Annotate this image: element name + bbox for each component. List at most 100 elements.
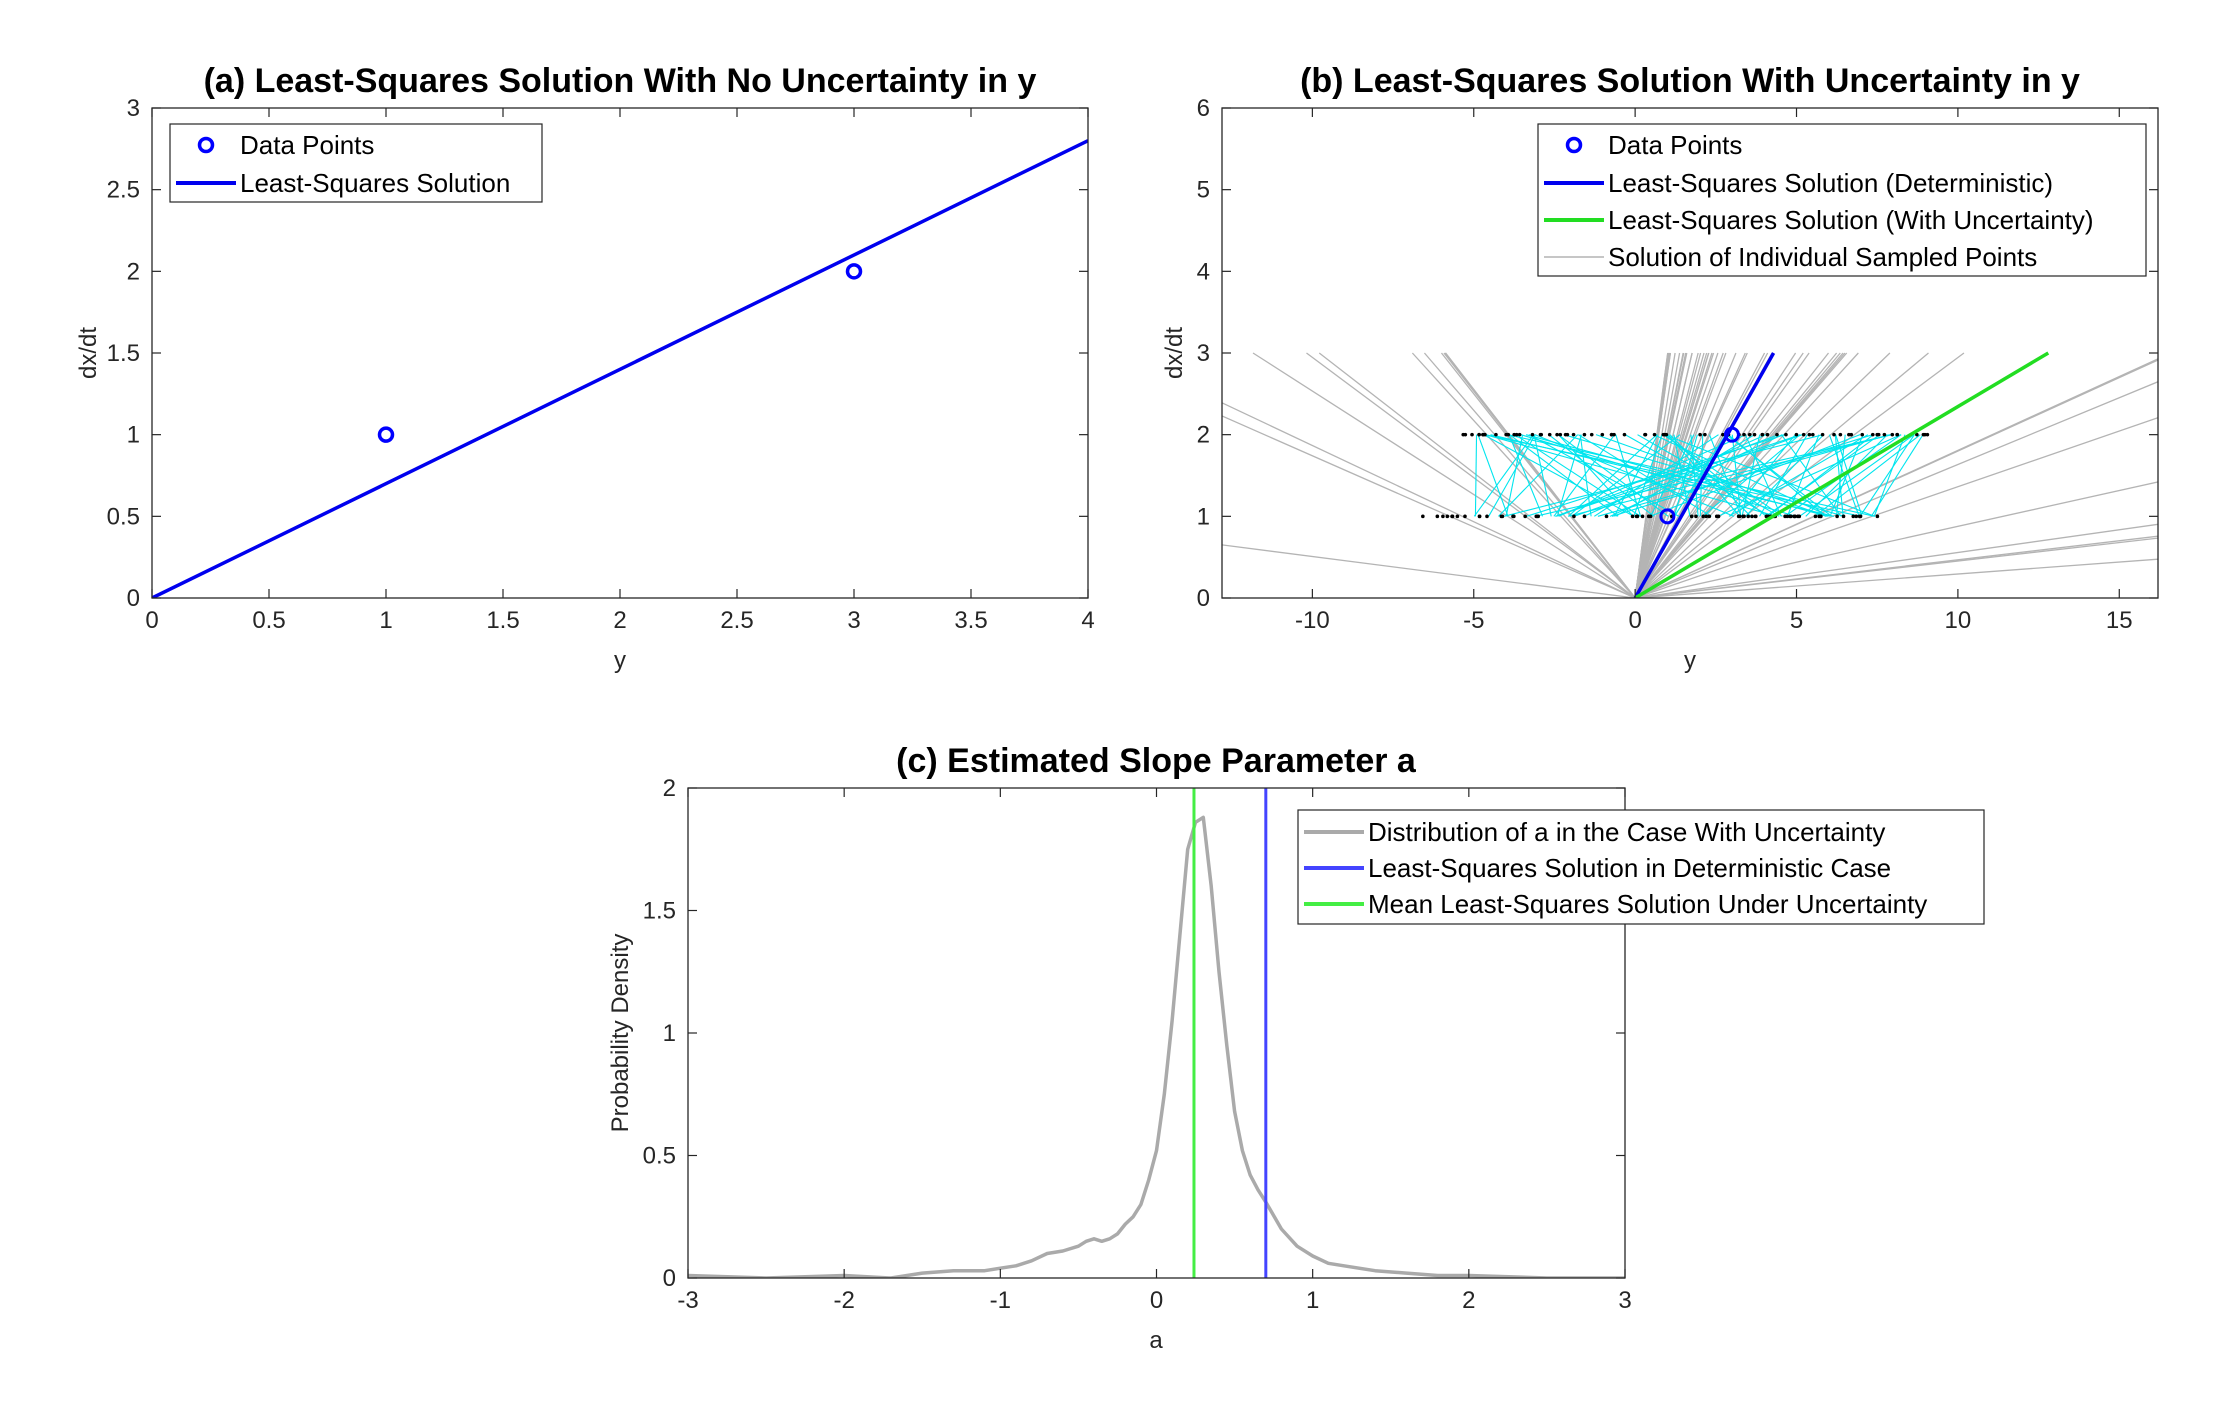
sampled-point — [1640, 514, 1645, 519]
sampled-solution-line — [1634, 381, 2158, 598]
sampled-solution-line — [1635, 535, 2158, 598]
sampled-point — [1539, 432, 1544, 437]
sampled-point — [1854, 514, 1859, 519]
x-tick-label: 1 — [1306, 1287, 1319, 1314]
sampled-solution-line — [1634, 352, 1727, 598]
x-tick-label: 3 — [1618, 1287, 1631, 1314]
sampled-point — [1589, 432, 1594, 437]
sampled-point — [1558, 432, 1563, 437]
x-tick-label: 0 — [1150, 1287, 1163, 1314]
data-point — [377, 426, 395, 443]
sampled-solution-line — [1635, 523, 2158, 598]
sampled-point — [1463, 514, 1467, 519]
sample-pair-link — [1514, 434, 1641, 517]
sampled-point — [1784, 432, 1788, 437]
x-tick-label: 2 — [613, 607, 626, 634]
y-tick-label: 0 — [663, 1265, 676, 1292]
sampled-point — [1895, 432, 1900, 437]
sampled-point — [1481, 432, 1485, 437]
sample-pair-link — [1558, 434, 1747, 517]
panel-a-chart: 0 0.5 1 1.5 2 2.5 3 3.5 4 0 0.5 1 1.5 2 2.5 3 (a) Least… — [75, 62, 1095, 674]
sampled-point — [1838, 432, 1843, 437]
panel-c-title: (c) Estimated Slope Parameter a — [896, 742, 1417, 780]
sample-pair-link — [1568, 434, 1892, 517]
y-tick-label: 5 — [1197, 177, 1210, 204]
sampled-point — [1890, 432, 1895, 437]
y-tick-label: 1.5 — [107, 340, 140, 367]
sampled-solution-line — [1634, 417, 2158, 598]
sampled-point — [1765, 432, 1770, 437]
sampled-point — [1512, 432, 1516, 437]
density-curve — [688, 815, 1625, 1278]
x-tick-label: -2 — [833, 1287, 854, 1314]
panel-b-ticks: -10 -5 0 5 10 15 0 1 2 3 4 5 6 — [1197, 95, 2158, 634]
sample-pair-link — [1609, 434, 1783, 517]
sampled-solution-line — [1318, 352, 1636, 598]
sampled-solution-line — [1634, 352, 1804, 598]
sampled-point — [1701, 514, 1706, 519]
sampled-point — [1652, 432, 1657, 437]
x-tick-label: 0 — [1628, 607, 1641, 634]
y-tick-label: 1 — [127, 422, 140, 449]
sample-pair-link — [1664, 434, 1875, 517]
sampled-point — [1506, 432, 1511, 437]
sample-pair-link — [1533, 434, 1552, 517]
sample-pair-link — [1503, 434, 1824, 517]
sampled-point — [1600, 432, 1605, 437]
sampled-point — [1750, 514, 1754, 519]
sampled-point — [1512, 514, 1516, 519]
sampled-point — [1662, 432, 1667, 437]
sampled-point — [1835, 514, 1839, 519]
sample-pair-link — [1505, 434, 1524, 517]
sampled-point — [1794, 432, 1799, 437]
sample-pair-link — [1615, 434, 1642, 517]
sample-pair-link — [1650, 434, 1695, 517]
sampled-point — [1604, 514, 1609, 519]
sample-pair-link — [1728, 434, 1869, 517]
sampled-point — [1630, 514, 1635, 519]
sampled-point — [1648, 514, 1653, 519]
sampled-point — [1622, 432, 1627, 437]
panel-c-ylabel: Probability Density — [607, 934, 634, 1133]
y-tick-label: 2 — [663, 775, 676, 802]
sampled-point — [1746, 514, 1751, 519]
sampled-point — [1801, 432, 1806, 437]
sampled-point — [1485, 514, 1489, 519]
sampled-solution-line — [1635, 558, 2158, 598]
y-tick-label: 0.5 — [643, 1143, 676, 1170]
y-tick-label: 1.5 — [643, 898, 676, 925]
x-tick-label: 10 — [1945, 607, 1972, 634]
sampled-solution-line — [1634, 352, 1844, 598]
sampled-solution-line — [1634, 358, 2158, 598]
sampled-point — [1860, 432, 1865, 437]
x-tick-label: 1.5 — [486, 607, 519, 634]
panel-b-legend-marker-data — [1565, 136, 1583, 154]
sampled-point — [1477, 432, 1481, 437]
sample-pair-link — [1520, 434, 1797, 517]
sampled-point — [1796, 514, 1800, 519]
y-tick-label: 2 — [127, 258, 140, 285]
sample-pair-link — [1595, 434, 1827, 517]
sampled-point — [1455, 514, 1460, 519]
sampled-point — [1514, 432, 1519, 437]
x-tick-label: 0.5 — [252, 607, 285, 634]
panel-b-legend-label-data: Data Points — [1608, 130, 1742, 160]
sample-pair-link — [1699, 434, 1704, 517]
y-tick-label: 3 — [1197, 340, 1210, 367]
sample-pair-link — [1558, 434, 1634, 517]
sample-pair-link — [1483, 434, 1635, 517]
sampled-point — [1747, 432, 1752, 437]
sample-pair-link — [1477, 434, 1509, 517]
sampled-point — [1421, 514, 1425, 519]
y-tick-label: 0.5 — [107, 503, 140, 530]
sampled-point — [1851, 514, 1856, 519]
sampled-point — [1703, 432, 1707, 437]
x-tick-label: 0 — [145, 607, 158, 634]
sampled-point — [1775, 432, 1779, 437]
sampled-solution-line — [1634, 352, 1929, 598]
y-tick-label: 0 — [127, 585, 140, 612]
sampled-point — [1785, 514, 1790, 519]
panel-a-marks — [152, 139, 1088, 598]
panel-b-chart: -10 -5 0 5 10 15 0 1 2 3 4 5 6 (b) Least-Squares Sol… — [1161, 62, 2159, 674]
sampled-point — [1807, 432, 1812, 437]
